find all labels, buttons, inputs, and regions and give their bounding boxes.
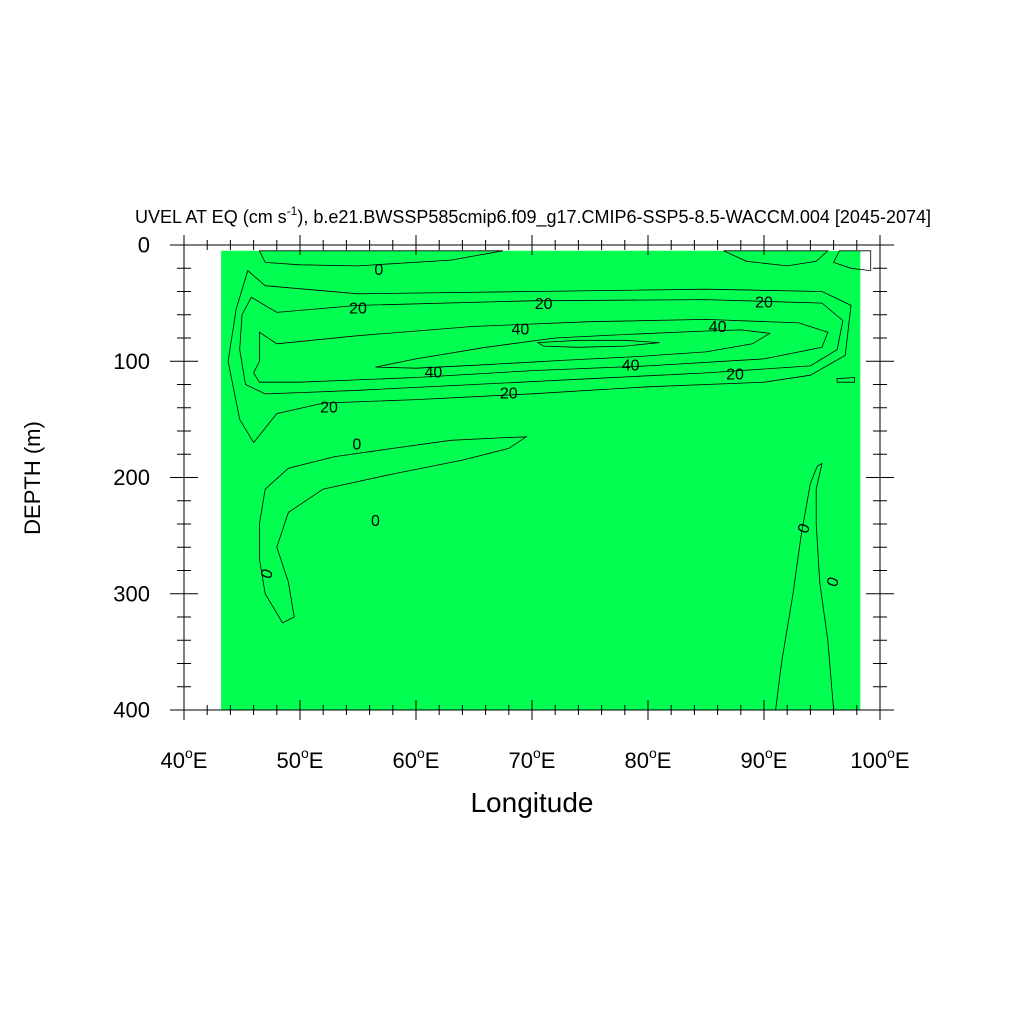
chart-title-suffix: ), b.e21.BWSSP585cmip6.f09_g17.CMIP6-SSP…	[297, 207, 931, 228]
contour-label: 0	[352, 436, 361, 453]
y-tick-label: 100	[113, 349, 150, 374]
y-tick-label: 0	[138, 233, 150, 258]
chart-title-superscript: -1	[287, 204, 298, 218]
region-band-30-40	[253, 318, 829, 383]
region-surface-westward-band	[258, 250, 504, 267]
region-core-above-50	[536, 339, 660, 348]
region-surface-westward-east	[723, 250, 829, 267]
y-tick-label: 300	[113, 581, 150, 606]
region-band-20-30	[239, 296, 844, 395]
region-ocean-background	[221, 250, 861, 711]
x-tick-label: 40oE	[161, 745, 208, 773]
contour-label: 20	[726, 367, 744, 384]
contour-label: 40	[622, 357, 640, 374]
x-tick-label: 50oE	[277, 745, 324, 773]
x-tick-label: 80oE	[625, 745, 672, 773]
region-band-40-50	[375, 329, 772, 369]
contour-label: 20	[349, 300, 367, 317]
region-deep-westward-west	[258, 436, 528, 624]
x-tick-label: 70oE	[509, 745, 556, 773]
contour-label: 20	[755, 295, 773, 312]
chart-title-prefix: UVEL AT EQ (cm s	[135, 207, 287, 227]
contour-label: 20	[500, 385, 518, 402]
chart-title: UVEL AT EQ (cm s-1), b.e21.BWSSP585cmip6…	[135, 204, 931, 228]
region-small-westward-patch	[836, 377, 855, 383]
region-surface-westward-edge	[833, 250, 872, 272]
contour-label: 0	[374, 262, 383, 279]
y-tick-label: 200	[113, 465, 150, 490]
contour-label: 0	[371, 513, 380, 530]
y-axis-label: DEPTH (m)	[20, 421, 45, 535]
contour-label: 40	[425, 364, 443, 381]
contour-label: 20	[320, 399, 338, 416]
contour-fill-regions	[221, 250, 872, 711]
x-tick-label: 100oE	[850, 745, 909, 773]
region-band-10-20	[227, 269, 852, 444]
x-tick-label: 90oE	[741, 745, 788, 773]
x-tick-label: 60oE	[393, 745, 440, 773]
contour-label: 40	[709, 319, 727, 336]
y-tick-label: 400	[113, 698, 150, 723]
x-axis-label: Longitude	[470, 787, 593, 818]
x-axis-ticks: 40oE 50oE 60oE 70oE 80oE 90oE 100oE	[161, 235, 910, 773]
contour-label: 40	[512, 321, 530, 338]
contour-label: 20	[535, 296, 553, 313]
